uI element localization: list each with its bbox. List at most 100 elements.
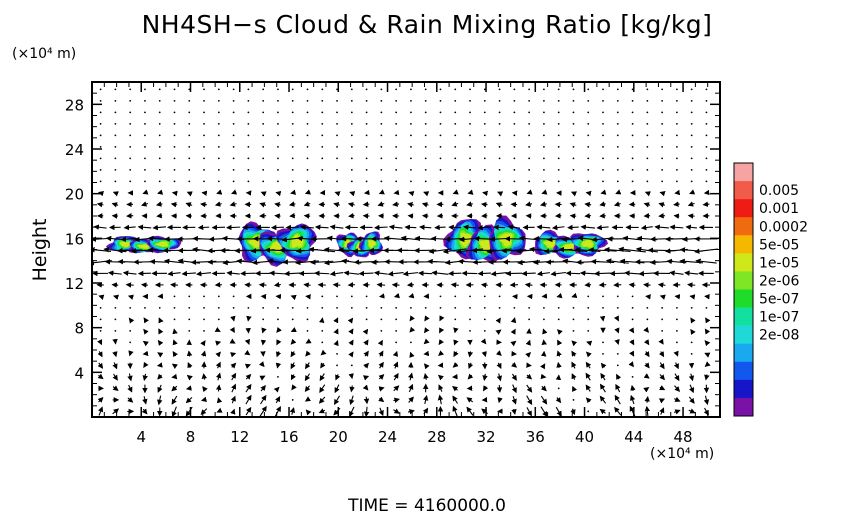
wind-vector <box>594 270 611 277</box>
wind-vector <box>152 224 166 231</box>
wind-vector <box>380 88 383 91</box>
wind-vector <box>395 318 398 321</box>
wind-vector <box>99 99 102 102</box>
wind-vector <box>304 373 311 382</box>
wind-vector <box>216 397 223 404</box>
wind-vector <box>424 307 427 309</box>
wind-vector <box>378 350 384 357</box>
wind-vector <box>203 134 205 137</box>
wind-vector <box>215 361 221 369</box>
wind-vector <box>704 361 711 367</box>
wind-vector <box>143 361 149 368</box>
wind-vector <box>513 157 516 160</box>
wind-vector <box>116 247 143 254</box>
wind-vector <box>173 99 176 102</box>
wind-vector <box>557 122 560 125</box>
wind-vector <box>305 338 312 344</box>
wind-vector <box>350 145 353 148</box>
wind-vector <box>186 191 193 197</box>
wind-vector <box>129 111 132 114</box>
wind-vector <box>585 372 591 381</box>
wind-vector <box>669 224 684 230</box>
wind-vector <box>350 307 353 309</box>
wind-vector <box>613 315 619 322</box>
wind-vector <box>173 134 176 137</box>
wind-vector <box>273 281 281 288</box>
wind-vector <box>226 270 240 276</box>
colorbar-swatch <box>734 307 753 326</box>
wind-vector <box>158 328 164 335</box>
wind-vector <box>536 270 550 277</box>
wind-vector <box>215 372 222 381</box>
wind-vector <box>377 339 383 346</box>
wind-vector <box>380 168 383 171</box>
wind-vector <box>247 145 250 148</box>
wind-vector <box>498 157 501 160</box>
wind-vector <box>349 385 355 393</box>
wind-vector <box>230 362 237 369</box>
y-unit-label: (×10⁴ m) <box>12 46 77 62</box>
wind-vector <box>319 373 325 382</box>
colorbar-swatch <box>734 181 753 200</box>
wind-vector <box>291 111 294 114</box>
wind-vector <box>259 375 266 381</box>
wind-vector <box>158 157 161 160</box>
wind-vector <box>333 202 340 208</box>
wind-vector <box>528 318 531 321</box>
wind-vector <box>673 362 679 370</box>
wind-vector <box>358 270 374 277</box>
wind-vector <box>424 327 430 334</box>
wind-vector <box>306 307 309 309</box>
wind-vector <box>528 145 531 148</box>
wind-vector <box>188 157 191 160</box>
wind-vector <box>661 122 664 125</box>
wind-vector <box>188 307 191 309</box>
wind-vector <box>158 180 161 183</box>
wind-vector <box>439 99 442 102</box>
wind-vector <box>395 168 398 171</box>
wind-vector <box>232 157 235 160</box>
wind-vector <box>216 407 223 413</box>
wind-vector <box>262 307 265 309</box>
wind-vector <box>230 408 236 415</box>
wind-vector <box>643 373 650 379</box>
wind-vector <box>349 395 355 406</box>
wind-vector <box>467 351 474 358</box>
wind-vector <box>373 270 388 276</box>
wind-vector <box>336 307 338 309</box>
wind-vector <box>511 408 517 415</box>
wind-vector <box>291 318 294 321</box>
wind-vector <box>362 384 369 391</box>
wind-vector <box>528 99 531 102</box>
wind-vector <box>602 353 604 355</box>
wind-vector <box>646 168 649 171</box>
wind-vector <box>584 201 592 208</box>
wind-vector <box>418 270 433 277</box>
wind-vector <box>550 271 566 277</box>
wind-vector <box>481 351 487 358</box>
wind-vector <box>690 134 693 137</box>
wind-vector <box>676 99 678 102</box>
wind-vector <box>614 338 620 346</box>
wind-vector <box>321 168 324 171</box>
wind-vector <box>380 145 383 148</box>
wind-vector <box>363 406 370 417</box>
wind-vector <box>321 134 324 137</box>
wind-vector <box>350 88 353 91</box>
wind-vector <box>203 145 205 148</box>
wind-vector <box>439 327 445 334</box>
wind-vector <box>511 384 517 394</box>
wind-vector <box>705 134 708 137</box>
wind-vector <box>207 259 230 265</box>
wind-vector <box>173 307 176 309</box>
wind-vector <box>284 270 301 277</box>
wind-vector <box>585 384 591 392</box>
wind-vector <box>262 318 265 321</box>
wind-vector <box>245 383 252 393</box>
wind-vector <box>423 373 429 380</box>
wind-vector <box>498 295 501 298</box>
wind-vector <box>483 318 486 321</box>
wind-vector <box>695 258 717 264</box>
wind-vector <box>185 406 193 417</box>
wind-vector <box>587 307 590 309</box>
